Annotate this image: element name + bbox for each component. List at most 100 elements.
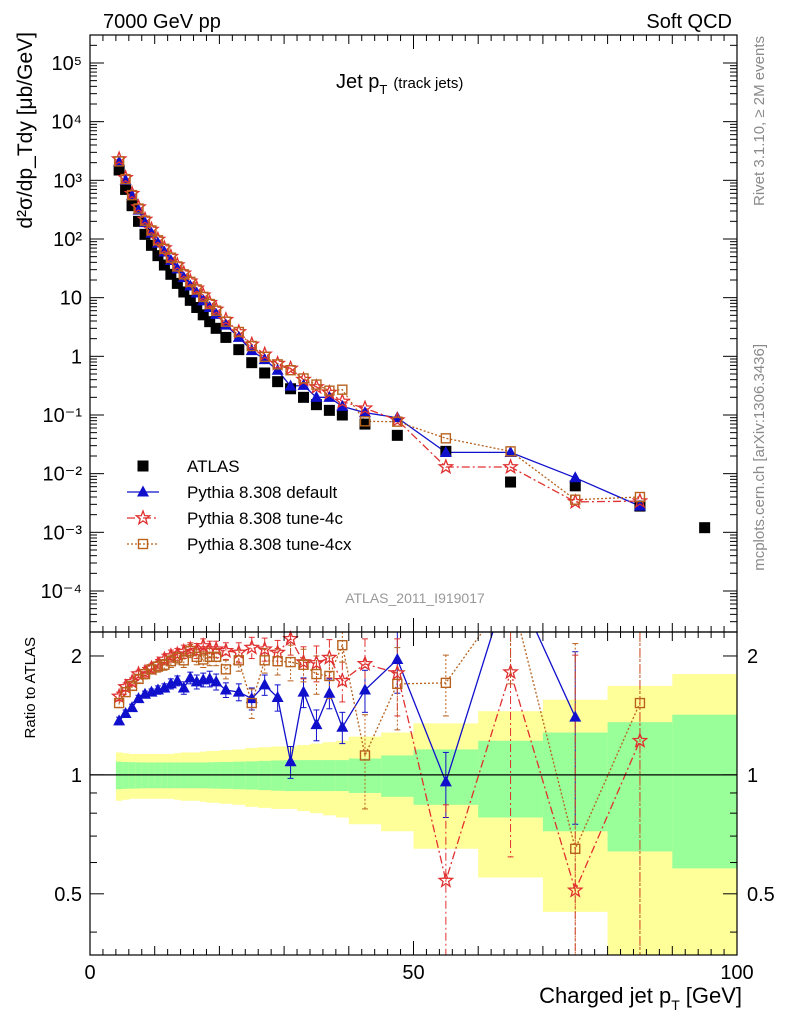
ratio-marker-pythia-8-308-tune-4c [130,665,147,682]
marker-atlas [113,164,125,176]
legend-label: Pythia 8.308 default [187,483,338,502]
marker-pythia-8-308-tune-4cx [311,379,322,390]
marker-pythia-8-308-default [504,445,517,457]
marker-pythia-8-308-default [633,499,646,511]
marker-pythia-8-308-tune-4cx [359,416,371,427]
ratio-marker-pythia-8-308-default [245,692,258,704]
marker-atlas [391,429,403,441]
ratio-marker-pythia-8-308-tune-4cx [120,686,131,698]
x-tick-label: 100 [720,962,753,984]
marker-pythia-8-308-default [184,279,197,291]
ratio-marker-pythia-8-308-tune-4cx [337,639,348,651]
ratio-marker-pythia-8-308-tune-4c [320,648,338,665]
marker-pythia-8-308-default [310,390,323,402]
ratio-marker-pythia-8-308-default [158,681,171,693]
x-tick-label: 0 [84,962,95,984]
marker-atlas [298,391,310,403]
y-tick-label-top: 10⁻⁴ [41,581,82,603]
ratio-marker-pythia-8-308-default [119,707,132,719]
marker-pythia-8-308-tune-4cx [185,276,196,288]
marker-pythia-8-308-tune-4cx [126,189,138,201]
marker-pythia-8-308-tune-4cx [570,494,581,505]
marker-atlas [310,399,322,411]
ratio-marker-pythia-8-308-tune-4cx [152,661,164,672]
marker-pythia-8-308-tune-4cx [285,365,296,376]
y-tick-label-top: 10² [53,229,82,251]
plot-title-main: Jet p [336,71,379,93]
ratio-marker-pythia-8-308-default [271,691,284,703]
ratio-marker-pythia-8-308-tune-4cx [198,654,209,665]
marker-pythia-8-308-tune-4cx [146,225,157,236]
marker-pythia-8-308-default [284,379,297,391]
legend-label: Pythia 8.308 tune-4cx [187,535,352,554]
ratio-marker-pythia-8-308-default [297,685,310,697]
ratio-marker-pythia-8-308-tune-4cx [220,664,232,675]
marker-atlas [336,409,348,421]
ratio-marker-pythia-8-308-tune-4cx [191,651,202,663]
marker-pythia-8-308-default [569,471,582,483]
marker-pythia-8-308-tune-4c [502,458,519,475]
ratio-marker-pythia-8-308-tune-4cx [285,656,296,668]
y-tick-label-top: 10⁻¹ [43,405,83,427]
ratio-marker-pythia-8-308-default [439,775,452,787]
band-inner [297,760,311,792]
tick-labels: 0 50 100 10⁻⁴ 10⁻³ 10⁻² 10⁻¹ 1 10 10² 10³ 10⁴ 10⁵ 0.5… [41,53,775,984]
ratio-marker-pythia-8-308-default [391,652,404,664]
ratio-marker-pythia-8-308-tune-4c [194,637,212,654]
ratio-marker-pythia-8-308-tune-4cx [233,655,245,666]
marker-atlas [699,522,711,534]
y-axis-label-top: d²σ/dp_Tdy [μb/GeV] [14,32,37,229]
ratio-marker-pythia-8-308-tune-4cx [172,652,183,663]
y-tick-label-bottom-right: 2 [747,646,758,668]
ratio-marker-pythia-8-308-tune-4cx [634,697,646,709]
marker-atlas [505,476,517,488]
band-inner [672,714,737,869]
marker-atlas [184,294,196,306]
marker-pythia-8-308-tune-4cx [337,384,348,395]
x-axis-label-unit: [GeV] [686,983,742,1008]
marker-atlas [233,344,245,356]
ratio-marker-pythia-8-308-default [184,671,197,683]
ratio-marker-pythia-8-308-default [219,683,232,695]
marker-atlas [323,404,335,416]
marker-pythia-8-308-tune-4cx [159,243,170,255]
legend-marker [137,460,149,472]
ratio-line-pythia-8-308-tune-4cx [118,632,641,851]
analysis-id: ATLAS_2011_I919017 [345,590,485,606]
y-tick-label-top: 1 [71,346,82,368]
marker-pythia-8-308-tune-4cx [324,385,335,396]
y-tick-label-bottom-right: 1 [747,765,758,787]
header-energy: 7000 GeV pp [103,11,221,33]
ratio-marker-pythia-8-308-tune-4cx [126,680,138,692]
ratio-marker-pythia-8-308-tune-4cx [272,656,283,667]
marker-pythia-8-308-default [297,378,310,390]
band-inner [271,760,285,791]
ratio-marker-pythia-8-308-default [177,681,190,693]
legend-marker [137,485,149,497]
marker-pythia-8-308-tune-4c [437,458,455,475]
ratio-marker-pythia-8-308-tune-4cx [165,656,177,667]
y-axis-label-bottom: Ratio to ATLAS [22,637,39,738]
plot-title-sub: T [379,82,387,97]
band-inner [322,760,337,792]
marker-pythia-8-308-tune-4cx [298,373,309,384]
ratio-marker-pythia-8-308-tune-4cx [246,697,257,709]
ratio-marker-pythia-8-308-tune-4cx [570,843,581,854]
marker-atlas [152,250,164,262]
ratio-marker-pythia-8-308-tune-4cx [311,668,322,680]
y-tick-label-top: 10⁴ [51,112,82,134]
line-pythia-8-308-tune-4c [118,158,640,503]
marker-atlas [569,480,581,492]
marker-pythia-8-308-tune-4cx [259,351,270,363]
ratio-marker-pythia-8-308-tune-4c [256,640,274,657]
ratio-marker-pythia-8-308-tune-4cx [359,750,371,761]
ratio-marker-pythia-8-308-default [310,718,323,730]
legend-label: Pythia 8.308 tune-4c [187,509,343,528]
marker-pythia-8-308-tune-4c [356,399,374,416]
plot-title-note: (track jets) [393,75,463,92]
x-tick-label: 50 [402,962,424,984]
ratio-marker-pythia-8-308-tune-4c [566,881,584,898]
marker-atlas [272,376,284,388]
band-inner [258,760,272,791]
